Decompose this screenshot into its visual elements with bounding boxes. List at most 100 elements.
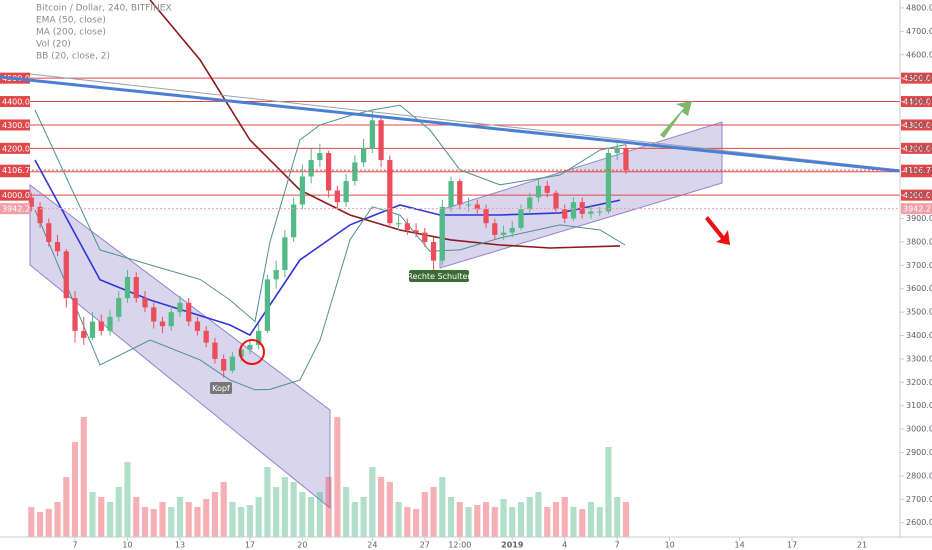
band-lower	[34, 206, 626, 391]
shoulder-label-box	[409, 270, 469, 282]
x-tick-label: 12:00	[448, 541, 471, 550]
candle-body	[439, 206, 445, 261]
y-tick-label: 4300.0	[906, 120, 932, 129]
candle-body	[588, 211, 594, 214]
descending-channel	[29, 184, 331, 510]
volume-bar	[378, 477, 385, 537]
candle-body	[81, 330, 87, 338]
candle-body	[509, 227, 515, 233]
volume-bar	[246, 505, 253, 537]
volume-bar	[605, 447, 612, 537]
x-tick-label: 7	[72, 541, 77, 550]
candle-body	[72, 298, 78, 331]
volume-bar	[89, 492, 96, 537]
candle-body	[168, 312, 174, 327]
price-box	[901, 189, 932, 201]
volume-bar	[544, 507, 551, 537]
price-box	[901, 142, 932, 154]
candle-body	[229, 356, 236, 371]
candle-body	[28, 197, 34, 207]
x-tick-label: 17	[245, 541, 255, 550]
volume-bar	[45, 509, 52, 537]
volume-bar	[63, 477, 70, 537]
x-tick-label: 17	[787, 541, 797, 550]
shoulder-label: Rechte Schulter	[407, 272, 471, 281]
candle-body	[282, 237, 288, 271]
volume-bar	[561, 497, 568, 537]
candle-body	[308, 160, 314, 177]
candle-body	[614, 148, 620, 154]
price-box-label: 4000.0	[903, 191, 931, 200]
y-tick-label: 4700.0	[906, 27, 932, 36]
candle-body	[159, 321, 166, 327]
volume-bar	[587, 502, 595, 537]
y-tick-label: 4000.0	[906, 191, 932, 200]
volume-bar	[596, 507, 603, 537]
x-tick-label: 21	[857, 541, 867, 550]
volume-bar	[526, 497, 533, 537]
candle-body	[474, 204, 480, 210]
candle-body	[63, 251, 69, 299]
candle-body	[151, 307, 157, 322]
x-tick-label: 7	[615, 541, 620, 550]
x-tick-label: 24	[367, 541, 377, 550]
candle-body	[221, 358, 227, 371]
volume-bar	[194, 507, 201, 537]
resistance-trendline	[0, 75, 901, 173]
volume-bar	[552, 502, 560, 537]
volume-bar	[474, 505, 481, 537]
y-tick-label: 4600.0	[906, 50, 932, 59]
x-tick-label: 10	[122, 541, 132, 550]
legend-entry: EMA (50, close)	[36, 16, 106, 26]
candle-body	[518, 209, 524, 228]
volume-bar	[299, 492, 306, 537]
volume-bar	[28, 507, 35, 537]
price-box-label: 4106.7	[903, 166, 931, 175]
candle-body	[203, 330, 209, 343]
volume-bar	[238, 507, 245, 537]
volume-bar	[482, 502, 490, 537]
head-label: Kopf	[212, 384, 230, 393]
price-box-left-label: 4400.0	[2, 98, 30, 107]
candle-body	[54, 241, 61, 252]
volume-bar	[115, 487, 122, 537]
candle-body	[369, 120, 375, 149]
volume-bar	[351, 502, 358, 537]
candle-body	[186, 302, 192, 322]
candle-body	[553, 192, 559, 210]
candle-body	[395, 223, 402, 225]
price-box-left	[0, 164, 30, 176]
candle-body	[264, 279, 271, 331]
candle-body	[605, 153, 612, 212]
volume-bar	[36, 512, 44, 537]
volume-bar	[517, 502, 525, 537]
y-tick-label: 2900.0	[906, 448, 932, 457]
legend-entry: Vol (20)	[36, 40, 71, 50]
volume-bar	[404, 507, 411, 537]
candle-body	[291, 204, 297, 238]
volume-bar	[71, 442, 79, 537]
volume-bar	[456, 502, 463, 537]
volume-bar	[98, 497, 105, 537]
candle-body	[343, 181, 349, 203]
band-upper	[34, 104, 626, 323]
volume-bar	[133, 497, 140, 537]
candle-body	[142, 298, 148, 308]
candle-body	[334, 190, 340, 203]
candle-body	[378, 120, 384, 161]
price-box	[901, 72, 932, 84]
volume-bar	[264, 467, 271, 537]
price-box-left-label: 4106.7	[2, 166, 30, 175]
candle-body	[448, 181, 454, 207]
candle-body	[107, 316, 113, 331]
candle-body	[430, 241, 437, 261]
price-box-left-label: 4000.0	[2, 191, 30, 200]
y-tick-label: 3600.0	[906, 284, 932, 293]
candle-body	[177, 302, 183, 313]
candle-body	[562, 209, 568, 219]
candle-body	[317, 153, 323, 161]
price-box-label: 3942.2	[903, 205, 931, 214]
volume-bar	[369, 467, 376, 537]
